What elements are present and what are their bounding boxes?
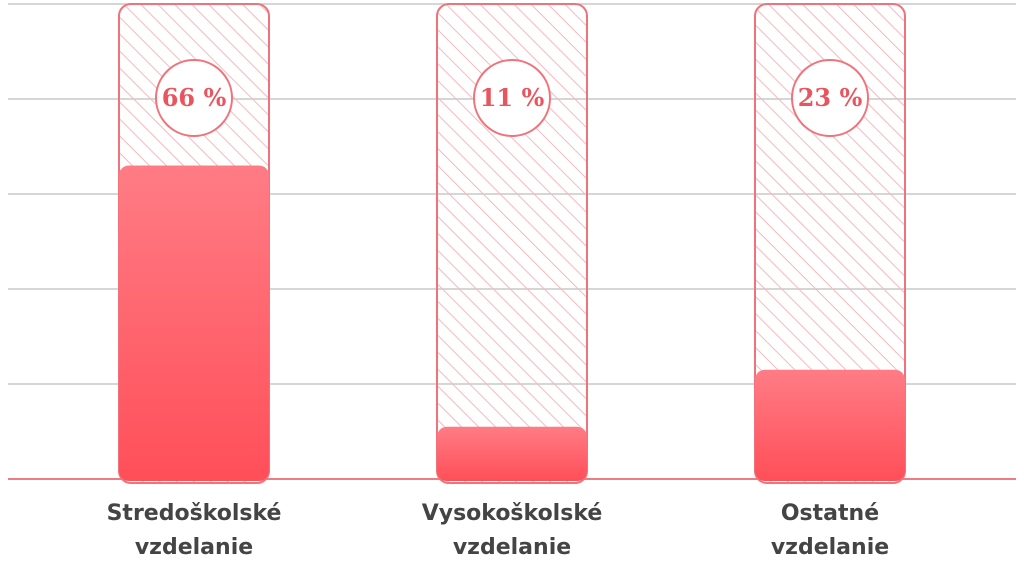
category-label: Stredoškolské <box>107 501 282 526</box>
value-label: 11 % <box>480 83 545 112</box>
category-label: Vysokoškolské <box>422 501 603 526</box>
category-label: Ostatné <box>781 501 879 526</box>
value-badge <box>155 59 233 137</box>
category-label: vzdelanie <box>771 535 889 560</box>
value-badge <box>473 59 551 137</box>
bar <box>119 165 269 481</box>
value-label: 66 % <box>162 83 227 112</box>
bar <box>755 369 905 481</box>
category-labels: Stredoškolské vzdelanie Vysokoškolské vzdel… <box>107 501 890 560</box>
bar <box>437 426 587 481</box>
bar-track <box>754 3 906 484</box>
value-label: 23 % <box>798 83 863 112</box>
bars: 66 % 11 % 23 % <box>118 3 906 484</box>
category-label: vzdelanie <box>453 535 571 560</box>
value-badge <box>791 59 869 137</box>
bar-track <box>436 3 588 484</box>
category-label: vzdelanie <box>135 535 253 560</box>
